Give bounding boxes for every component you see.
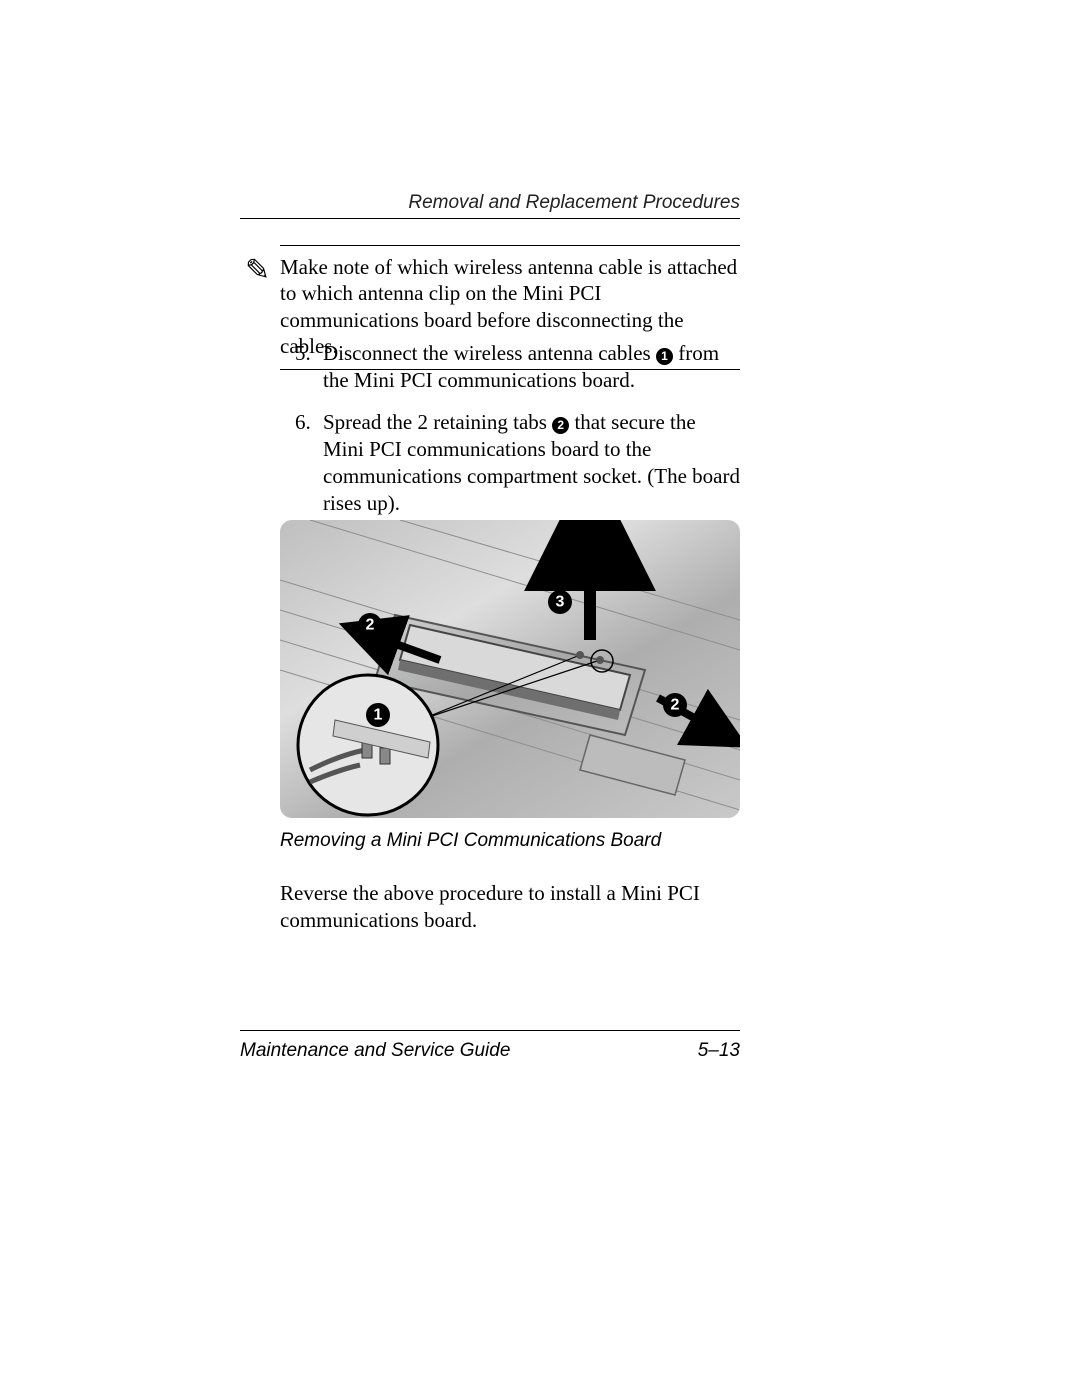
closing-paragraph: Reverse the above procedure to install a… (280, 880, 740, 935)
chip-block (580, 735, 685, 795)
page-footer: Maintenance and Service Guide 5–13 (240, 1040, 740, 1062)
running-header: Removal and Replacement Procedures (240, 192, 740, 214)
header-title: Removal and Replacement Procedures (408, 192, 740, 213)
figure-caption: Removing a Mini PCI Communications Board (280, 830, 740, 852)
figure-svg: 1 2 2 3 (280, 520, 740, 818)
callout-ref-icon: 1 (656, 348, 673, 365)
step-5: 5. Disconnect the wireless antenna cable… (295, 340, 740, 395)
antenna-post (596, 656, 604, 664)
antenna-post (576, 651, 584, 659)
footer-right: 5–13 (698, 1040, 740, 1062)
svg-text:1: 1 (374, 707, 383, 724)
document-page: Removal and Replacement Procedures ✎ Mak… (0, 0, 1080, 1397)
step-6: 6. Spread the 2 retaining tabs 2 that se… (295, 409, 740, 518)
step-text-pre: Spread the 2 retaining tabs (323, 410, 552, 434)
figure-mini-pci-removal: 1 2 2 3 (280, 520, 740, 818)
footer-rule (240, 1030, 740, 1031)
header-rule (240, 218, 740, 219)
callout-2-right: 2 (663, 693, 687, 717)
callout-ref-icon: 2 (552, 417, 569, 434)
svg-text:3: 3 (556, 594, 565, 611)
step-text-pre: Disconnect the wireless antenna cables (323, 341, 656, 365)
svg-text:2: 2 (366, 617, 375, 634)
step-body: Spread the 2 retaining tabs 2 that secur… (323, 409, 740, 518)
step-number: 6. (295, 409, 323, 518)
step-number: 5. (295, 340, 323, 395)
footer-left: Maintenance and Service Guide (240, 1040, 510, 1062)
note-rule-top (280, 245, 740, 246)
note-icon: ✎ (245, 256, 277, 286)
svg-text:2: 2 (671, 697, 680, 714)
callout-2-left: 2 (358, 613, 382, 637)
callout-3: 3 (548, 590, 572, 614)
callout-1: 1 (366, 703, 390, 727)
step-body: Disconnect the wireless antenna cables 1… (323, 340, 740, 395)
